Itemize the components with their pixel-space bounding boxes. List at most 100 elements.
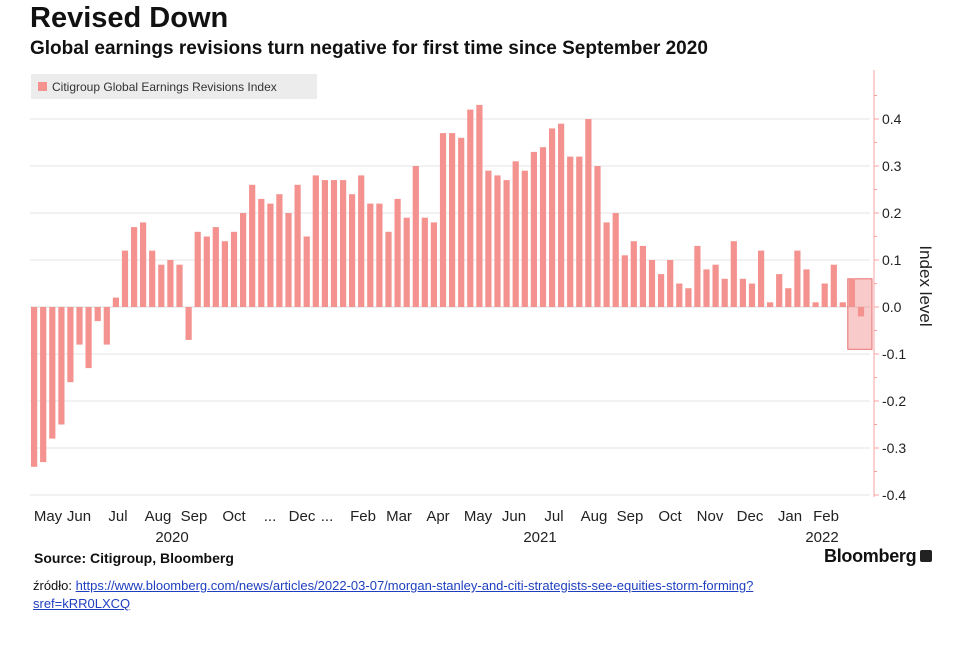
bar	[685, 288, 692, 307]
source-link[interactable]: https://www.bloomberg.com/news/articles/…	[33, 578, 754, 611]
bar	[549, 128, 556, 307]
bar	[721, 278, 728, 307]
credit-line: źródło: https://www.bloomberg.com/news/a…	[33, 577, 833, 613]
x-tick-label: Feb	[350, 508, 376, 525]
bar	[49, 307, 56, 439]
y-tick-label: -0.2	[882, 393, 906, 409]
bar	[603, 222, 610, 307]
bar	[149, 250, 156, 307]
x-tick-label: Feb	[813, 508, 839, 525]
x-tick-label: Sep	[181, 508, 208, 525]
bar	[285, 213, 292, 307]
bar	[221, 241, 228, 307]
bar	[667, 260, 674, 307]
bar	[276, 194, 283, 307]
bar	[630, 241, 637, 307]
bar	[194, 231, 201, 307]
bar	[785, 288, 792, 307]
bar	[585, 119, 592, 307]
bar	[394, 198, 401, 307]
y-tick-label: 0.2	[882, 205, 902, 221]
x-tick-label: Dec	[737, 508, 764, 525]
bar	[367, 203, 374, 307]
x-tick-label: Jun	[67, 508, 91, 525]
y-tick-label: -0.3	[882, 440, 906, 456]
bar	[485, 170, 492, 307]
bar	[94, 307, 101, 322]
bar	[521, 170, 528, 307]
bar	[758, 250, 765, 307]
x-year-label: 2022	[805, 529, 838, 546]
bar	[794, 250, 801, 307]
bar	[703, 269, 710, 307]
y-tick-label: 0.4	[882, 111, 902, 127]
legend: Citigroup Global Earnings Revisions Inde…	[31, 74, 317, 99]
bar	[848, 278, 855, 307]
bar	[403, 217, 410, 307]
bar	[712, 264, 719, 307]
bar	[503, 180, 510, 307]
bar	[230, 231, 238, 307]
bar	[258, 198, 265, 307]
bar	[648, 260, 656, 307]
y-tick-label: 0.1	[882, 252, 902, 268]
y-tick-label: -0.4	[882, 487, 906, 503]
bar	[730, 241, 737, 307]
bar	[376, 203, 383, 307]
x-tick-label: Nov	[697, 508, 724, 525]
bar	[439, 133, 447, 307]
bar	[567, 156, 574, 307]
bar	[458, 137, 465, 307]
x-tick-label: Oct	[222, 508, 246, 525]
bar	[185, 307, 192, 340]
y-tick-label: -0.1	[882, 346, 906, 362]
bar	[176, 264, 183, 307]
y-tick-label: 0.0	[882, 299, 902, 315]
bar	[594, 166, 601, 307]
bar	[203, 236, 210, 307]
bar	[385, 231, 392, 307]
x-tick-label: Jul	[544, 508, 563, 525]
bar	[212, 227, 219, 307]
bar	[40, 307, 47, 463]
bar	[857, 307, 865, 317]
bar	[676, 283, 683, 307]
bar	[530, 151, 537, 307]
bar	[321, 180, 328, 307]
y-axis-label: Index level	[916, 245, 935, 326]
x-tick-label: Jan	[778, 508, 802, 525]
bar	[412, 166, 419, 307]
bar	[576, 156, 583, 307]
bar	[494, 175, 501, 307]
source-note: Source: Citigroup, Bloomberg	[34, 550, 234, 566]
bar	[312, 175, 319, 307]
bloomberg-logo: Bloomberg	[824, 546, 933, 567]
bar	[539, 147, 547, 307]
x-tick-label: ...	[321, 508, 334, 525]
bar	[294, 184, 301, 307]
x-tick-label: Aug	[145, 508, 172, 525]
bar	[76, 307, 83, 345]
bar	[121, 250, 129, 307]
bar	[748, 283, 756, 307]
bar	[85, 307, 92, 369]
bar	[330, 180, 338, 307]
bar	[167, 260, 174, 307]
bar	[430, 222, 437, 307]
x-tick-label: May	[34, 508, 63, 525]
x-tick-label: Dec	[289, 508, 316, 525]
bars-layer	[31, 104, 865, 467]
legend-box	[31, 74, 317, 99]
bar	[658, 274, 665, 307]
bar	[830, 264, 837, 307]
x-tick-label: ...	[264, 508, 277, 525]
bar	[340, 180, 347, 307]
bar	[621, 255, 628, 307]
x-year-label: 2020	[155, 529, 188, 546]
x-tick-label: Sep	[617, 508, 644, 525]
bar	[449, 133, 456, 307]
chart-subtitle: Global earnings revisions turn negative …	[30, 38, 708, 59]
bar	[249, 184, 256, 307]
bar	[839, 302, 846, 307]
x-tick-label: Apr	[426, 508, 449, 525]
